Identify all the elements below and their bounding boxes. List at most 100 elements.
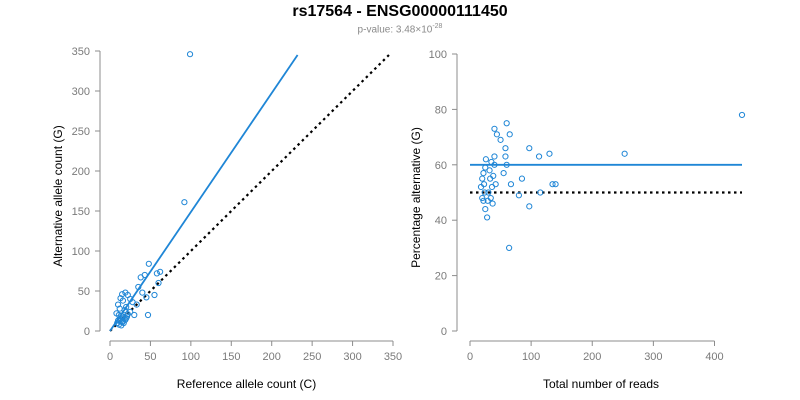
right-x-tick-label: 100 <box>522 351 540 363</box>
right-data-point <box>506 244 513 251</box>
left-data-point <box>119 291 126 298</box>
left-y-tick-label: 0 <box>84 326 90 338</box>
left-x-tick-label: 100 <box>182 351 200 363</box>
right-x-tick-label: 300 <box>644 351 662 363</box>
pvalue-text: p-value: 3.48×10 <box>357 24 433 36</box>
right-data-point <box>484 214 491 221</box>
right-data-point <box>546 150 553 157</box>
right-data-point <box>507 181 515 188</box>
left-y-tick-label: 350 <box>72 46 90 58</box>
right-data-point <box>518 175 526 182</box>
left-data-point <box>133 301 140 308</box>
left-x-tick-label: 250 <box>303 351 321 363</box>
chart-title: rs17564 - ENSG00000111450 <box>292 3 508 20</box>
right-data-point <box>497 136 504 143</box>
right-data-point <box>487 175 494 182</box>
right-data-point <box>493 131 500 138</box>
right-y-tick-label: 20 <box>435 271 447 283</box>
left-data-point <box>153 270 160 277</box>
right-data-point <box>502 145 509 152</box>
left-data-point <box>119 297 127 304</box>
chart-subtitle-pvalue: p-value: 3.48×10-28 <box>0 23 800 35</box>
right-data-point <box>503 161 510 168</box>
right-y-tick-label: 80 <box>435 104 447 116</box>
left-data-point <box>123 313 131 320</box>
left-y-tick-label: 150 <box>72 206 90 218</box>
right-data-point <box>486 167 493 174</box>
allele-count-scatter-panel: 0 50 100 150 200 250 300 350 0 50 100 150 200 250 300 3… <box>51 46 402 391</box>
right-data-point <box>491 153 498 160</box>
right-data-point <box>526 203 533 210</box>
right-x-tick-label: 0 <box>467 351 473 363</box>
right-data-point <box>500 170 507 177</box>
left-fit-line <box>109 54 299 332</box>
left-data-point <box>131 311 138 319</box>
right-data-point <box>549 181 556 188</box>
right-x-axis-title: Total number of reads <box>543 377 659 391</box>
right-y-tick-label: 60 <box>435 160 447 172</box>
right-data-point <box>621 150 628 157</box>
right-y-tick-label: 40 <box>435 215 447 227</box>
left-data-point <box>157 268 164 275</box>
left-data-point <box>181 199 188 206</box>
left-data-point <box>121 307 128 314</box>
right-data-point <box>477 183 485 191</box>
left-data-point <box>186 51 194 58</box>
left-data-point <box>139 289 146 296</box>
left-data-point <box>119 318 127 325</box>
left-x-axis-title: Reference allele count (C) <box>177 377 316 391</box>
left-data-point <box>118 322 125 329</box>
left-x-tick-label: 200 <box>263 351 281 363</box>
left-data-point <box>155 279 162 287</box>
right-data-point <box>482 206 489 213</box>
left-data-point <box>114 301 122 308</box>
left-data-point <box>135 283 142 291</box>
left-data-point <box>127 308 134 315</box>
right-data-point <box>482 156 489 163</box>
left-y-tick-label: 300 <box>72 86 90 98</box>
left-x-tick-label: 50 <box>144 351 156 363</box>
right-data-point <box>526 145 533 152</box>
left-y-tick-label: 250 <box>72 126 90 138</box>
right-data-point <box>738 111 746 119</box>
right-x-tick-label: 400 <box>705 351 723 363</box>
right-data-point <box>481 189 488 196</box>
right-data-point <box>515 192 522 199</box>
right-data-point <box>488 183 496 191</box>
left-x-tick-label: 150 <box>222 351 240 363</box>
right-y-tick-label: 100 <box>429 49 447 61</box>
right-data-point <box>502 153 509 160</box>
pvalue-exponent: -28 <box>432 23 443 30</box>
left-data-point <box>145 260 152 267</box>
left-data-point <box>143 294 150 301</box>
right-data-point <box>484 197 491 204</box>
right-data-point <box>480 197 487 204</box>
right-data-point <box>480 170 487 177</box>
left-x-tick-label: 350 <box>384 351 402 363</box>
right-data-point <box>491 161 498 168</box>
left-reference-line <box>109 54 390 332</box>
left-y-tick-label: 200 <box>72 166 90 178</box>
right-data-point <box>506 131 513 138</box>
percentage-scatter-panel: 0 100 200 300 400 0 20 40 60 80 100 Total number of… <box>409 49 746 391</box>
left-data-point <box>137 274 144 281</box>
right-data-point <box>489 200 496 207</box>
right-data-point <box>492 181 499 188</box>
right-y-tick-label: 0 <box>441 326 447 338</box>
left-y-axis-title: Alternative allele count (G) <box>51 125 65 266</box>
left-data-point <box>144 311 152 319</box>
left-x-tick-label: 300 <box>343 351 361 363</box>
right-data-point <box>479 175 486 182</box>
left-data-point <box>151 291 158 299</box>
right-data-point <box>537 189 544 196</box>
right-data-point <box>491 125 498 132</box>
right-data-point <box>535 153 543 160</box>
right-y-axis-title: Percentage alternative (G) <box>409 127 423 268</box>
right-data-point <box>503 120 510 127</box>
right-x-tick-label: 200 <box>583 351 601 363</box>
right-data-point <box>552 181 559 188</box>
right-data-point <box>482 164 489 171</box>
left-data-point <box>123 303 130 311</box>
left-x-tick-label: 0 <box>107 351 113 363</box>
